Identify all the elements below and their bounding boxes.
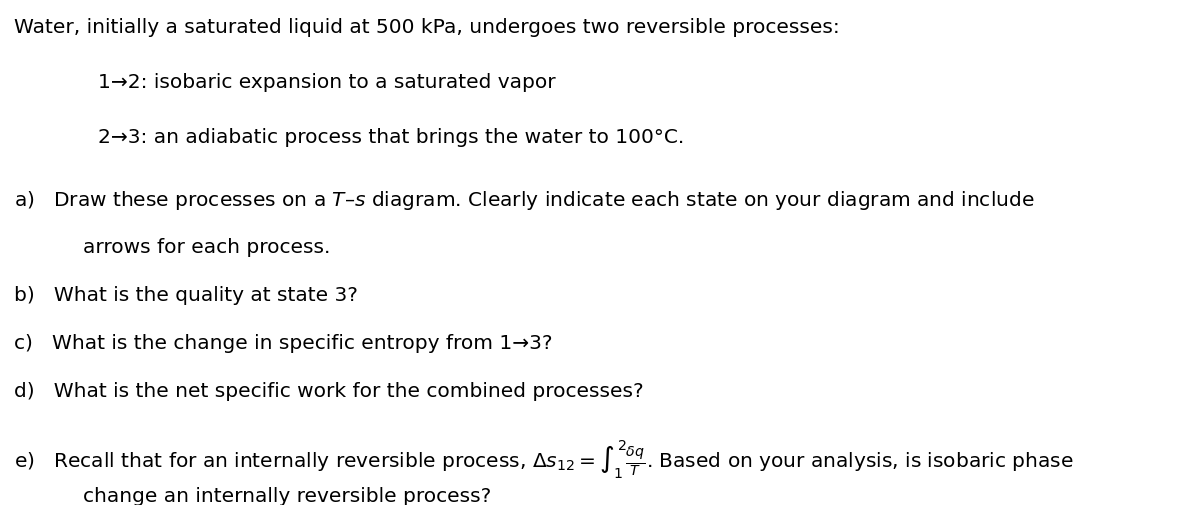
Text: e)   Recall that for an internally reversible process, $\Delta s_{12} = \int_1^2: e) Recall that for an internally reversi… xyxy=(14,438,1074,480)
Text: c)   What is the change in specific entropy from 1→3?: c) What is the change in specific entrop… xyxy=(14,333,553,352)
Text: d)   What is the net specific work for the combined processes?: d) What is the net specific work for the… xyxy=(14,381,644,400)
Text: b)   What is the quality at state 3?: b) What is the quality at state 3? xyxy=(14,285,359,305)
Text: arrows for each process.: arrows for each process. xyxy=(83,237,330,257)
Text: change an internally reversible process?: change an internally reversible process? xyxy=(83,486,491,505)
Text: 2→3: an adiabatic process that brings the water to 100°C.: 2→3: an adiabatic process that brings th… xyxy=(98,127,685,146)
Text: Water, initially a saturated liquid at 500 kPa, undergoes two reversible process: Water, initially a saturated liquid at 5… xyxy=(14,18,840,37)
Text: a)   Draw these processes on a $T$–$s$ diagram. Clearly indicate each state on y: a) Draw these processes on a $T$–$s$ dia… xyxy=(14,189,1034,212)
Text: 1→2: isobaric expansion to a saturated vapor: 1→2: isobaric expansion to a saturated v… xyxy=(98,73,556,92)
